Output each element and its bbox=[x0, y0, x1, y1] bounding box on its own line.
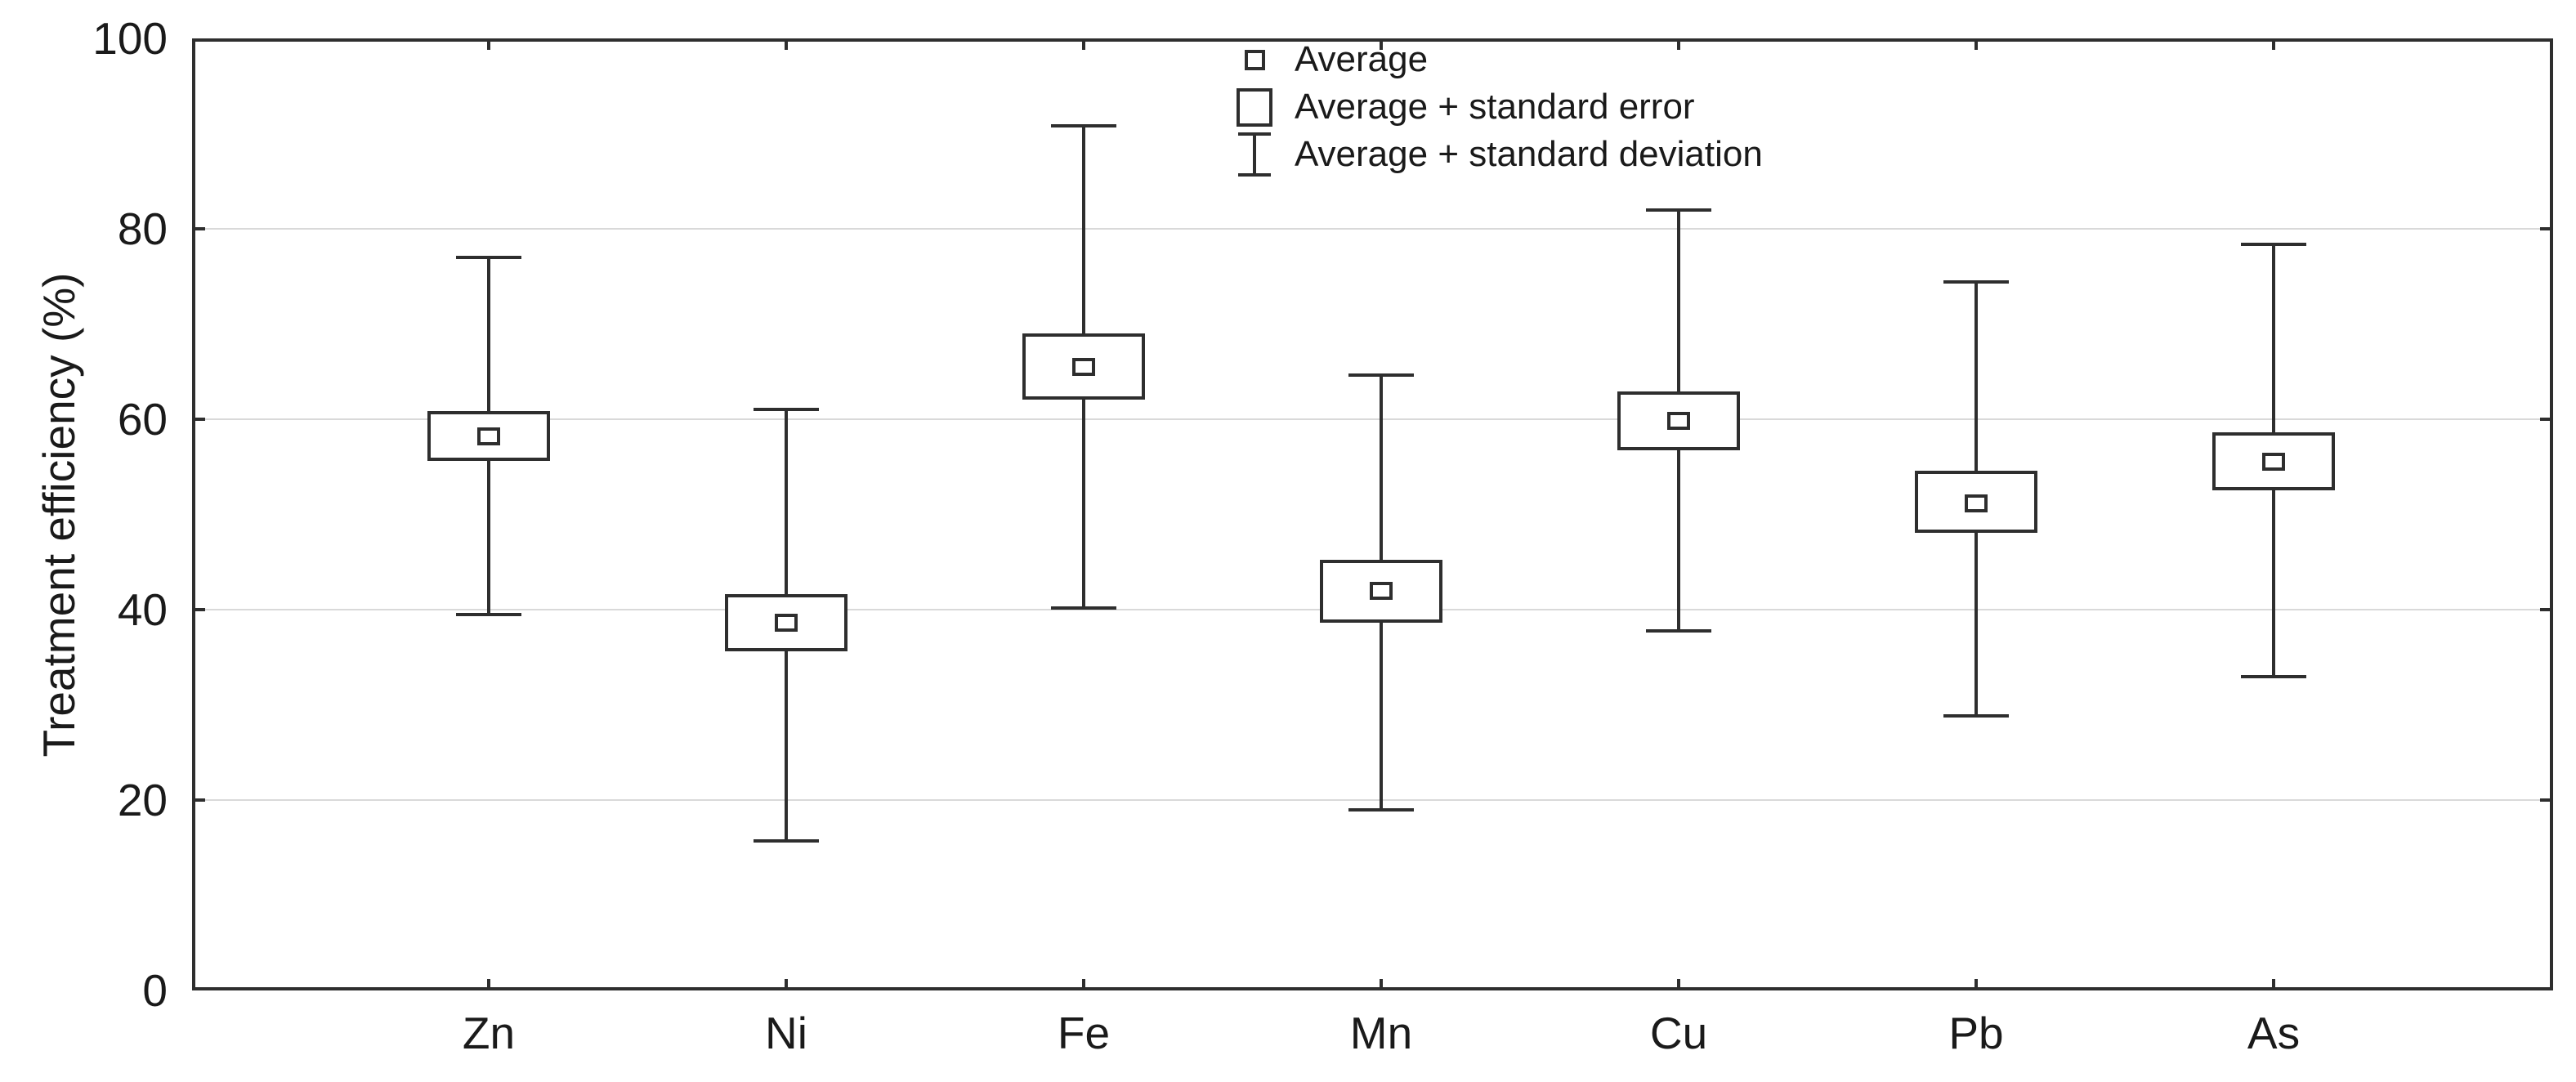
legend-label-standard-error: Average + standard error bbox=[1295, 87, 1695, 127]
small-square-icon bbox=[1244, 49, 1265, 70]
top-axis-tick-fe bbox=[1082, 38, 1085, 50]
left-axis-tick-60 bbox=[192, 418, 205, 421]
fe-sd-lower-cap bbox=[1051, 606, 1116, 610]
error-bar-icon bbox=[1238, 132, 1271, 177]
pb-sd-lower-cap bbox=[1943, 714, 2009, 718]
bottom-axis-tick-as bbox=[2272, 979, 2275, 990]
top-axis-tick-ni bbox=[785, 38, 788, 50]
right-axis-tick-40 bbox=[2540, 608, 2553, 611]
y-tick-label-80: 80 bbox=[117, 203, 168, 254]
fe-average-marker bbox=[1072, 357, 1095, 376]
mn-average-marker bbox=[1370, 581, 1393, 600]
zn-sd-upper-cap bbox=[456, 255, 521, 259]
legend-label-average: Average bbox=[1295, 39, 1429, 79]
rectangle-icon bbox=[1237, 87, 1272, 127]
bottom-axis-tick-mn bbox=[1380, 979, 1383, 990]
average-marker-icon bbox=[1228, 49, 1281, 70]
zn-sd-lower-cap bbox=[456, 612, 521, 616]
y-tick-label-20: 20 bbox=[117, 775, 168, 825]
x-label-cu: Cu bbox=[1649, 1008, 1708, 1058]
cu-sd-lower-cap bbox=[1646, 628, 1711, 633]
standard-deviation-whisker-icon bbox=[1228, 132, 1281, 177]
right-axis-tick-60 bbox=[2540, 418, 2553, 421]
pb-average-marker bbox=[1965, 494, 1988, 512]
right-axis-tick-80 bbox=[2540, 227, 2553, 230]
legend-label-standard-deviation: Average + standard deviation bbox=[1295, 134, 1763, 174]
top-axis-tick-zn bbox=[487, 38, 490, 50]
ni-se-box bbox=[725, 594, 847, 652]
x-label-pb: Pb bbox=[1948, 1008, 2004, 1058]
bottom-axis-tick-fe bbox=[1082, 979, 1085, 990]
left-axis-tick-40 bbox=[192, 608, 205, 611]
ni-sd-upper-cap bbox=[754, 408, 819, 412]
left-axis-tick-80 bbox=[192, 227, 205, 230]
as-average-marker bbox=[2262, 453, 2285, 472]
y-tick-label-60: 60 bbox=[117, 394, 168, 445]
top-axis-tick-mn bbox=[1380, 38, 1383, 50]
legend-row-average: Average bbox=[1228, 36, 1763, 83]
fe-sd-upper-cap bbox=[1051, 124, 1116, 128]
y-axis-title: Treatment efficiency (%) bbox=[34, 272, 84, 758]
zn-average-marker bbox=[477, 427, 500, 445]
gridline-20 bbox=[192, 799, 2553, 801]
cu-average-marker bbox=[1667, 412, 1690, 431]
ni-average-marker bbox=[775, 614, 798, 633]
x-label-fe: Fe bbox=[1057, 1008, 1111, 1058]
plot-frame bbox=[192, 38, 2553, 990]
legend: Average Average + standard error Average… bbox=[1228, 36, 1763, 178]
legend-row-standard-error: Average + standard error bbox=[1228, 83, 1763, 131]
right-axis-tick-20 bbox=[2540, 798, 2553, 802]
ni-sd-lower-cap bbox=[754, 839, 819, 843]
as-sd-upper-cap bbox=[2241, 242, 2306, 246]
bottom-axis-tick-zn bbox=[487, 979, 490, 990]
y-tick-label-40: 40 bbox=[117, 584, 168, 635]
left-axis-tick-20 bbox=[192, 798, 205, 802]
bottom-axis-tick-pb bbox=[1974, 979, 1978, 990]
y-tick-label-0: 0 bbox=[142, 965, 168, 1016]
x-label-zn: Zn bbox=[462, 1008, 516, 1058]
as-sd-lower-cap bbox=[2241, 674, 2306, 678]
mn-sd-lower-cap bbox=[1348, 807, 1414, 812]
mn-sd-upper-cap bbox=[1348, 373, 1414, 378]
pb-sd-upper-cap bbox=[1943, 280, 2009, 284]
bottom-axis-tick-cu bbox=[1677, 979, 1680, 990]
bottom-axis-tick-ni bbox=[785, 979, 788, 990]
x-label-mn: Mn bbox=[1349, 1008, 1413, 1058]
plot-area bbox=[192, 38, 2553, 990]
x-label-ni: Ni bbox=[765, 1008, 807, 1058]
gridline-60 bbox=[192, 418, 2553, 420]
cu-sd-upper-cap bbox=[1646, 208, 1711, 212]
legend-row-standard-deviation: Average + standard deviation bbox=[1228, 131, 1763, 178]
y-tick-label-100: 100 bbox=[92, 13, 168, 64]
top-axis-tick-as bbox=[2272, 38, 2275, 50]
top-axis-tick-cu bbox=[1677, 38, 1680, 50]
x-label-as: As bbox=[2247, 1008, 2301, 1058]
gridline-80 bbox=[192, 228, 2553, 230]
standard-error-box-icon bbox=[1228, 87, 1281, 127]
top-axis-tick-pb bbox=[1974, 38, 1978, 50]
